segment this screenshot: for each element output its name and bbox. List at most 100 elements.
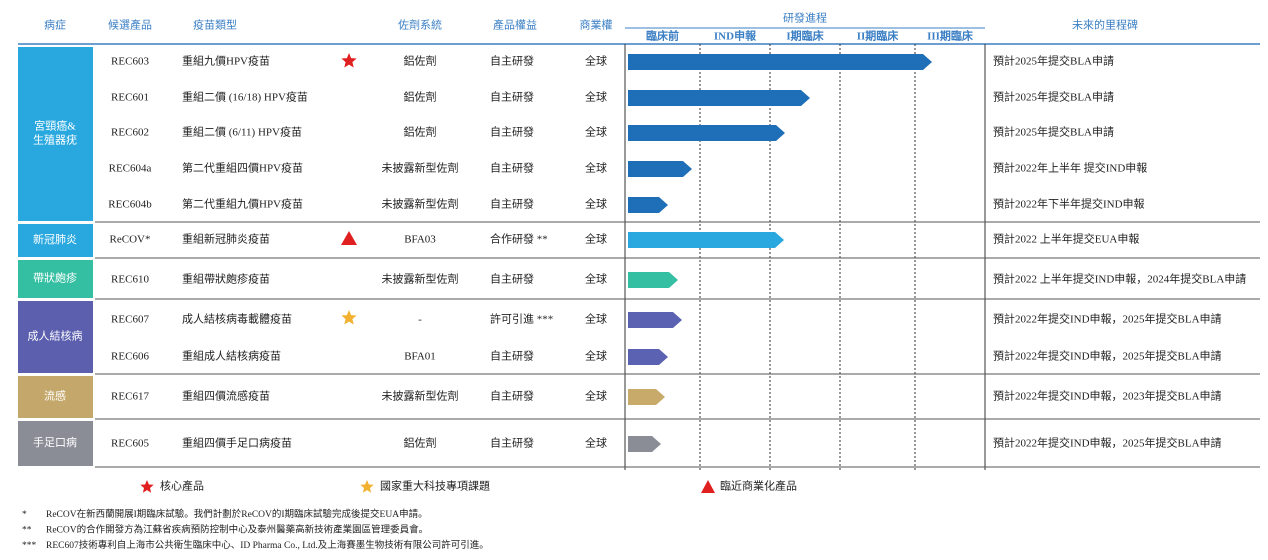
product: REC617 (111, 391, 149, 403)
column-header: 候選產品 (108, 18, 152, 32)
legend-icon (360, 480, 374, 493)
adjuvant: 鋁佐劑 (404, 90, 437, 104)
stage-header: IND申報 (714, 29, 757, 43)
product: REC602 (111, 127, 149, 139)
legend-label: 國家重大科技專項課題 (380, 479, 490, 493)
disease-cell (18, 260, 93, 298)
vaccine-type: 重組成人結核病疫苗 (182, 349, 281, 363)
column-header: 疫苗類型 (193, 18, 237, 32)
progress-bar (628, 125, 785, 141)
product: REC604a (109, 163, 152, 175)
commercial: 全球 (585, 272, 607, 286)
adjuvant: BFA03 (404, 234, 436, 246)
core-star (341, 53, 357, 68)
product: REC605 (111, 438, 149, 450)
footnote-marker: * (22, 510, 27, 520)
rights: 許可引進 *** (490, 312, 553, 326)
rights: 合作研發 ** (490, 232, 548, 246)
disease-cell (18, 301, 93, 373)
column-header: 研發進程 (783, 11, 827, 25)
disease-label: 新冠肺炎 (33, 232, 77, 246)
progress-bar (628, 197, 668, 213)
adjuvant: 鋁佐劑 (404, 436, 437, 450)
disease-cell (18, 224, 93, 257)
near-commercial-triangle (341, 231, 357, 245)
stage-header: 臨床前 (646, 29, 679, 43)
product: REC606 (111, 351, 149, 363)
milestone: 預計2022 上半年提交IND申報，2024年提交BLA申請 (993, 272, 1246, 286)
commercial: 全球 (585, 125, 607, 139)
rights: 自主研發 (490, 54, 534, 68)
adjuvant: 鋁佐劑 (404, 54, 437, 68)
commercial: 全球 (585, 54, 607, 68)
rights: 自主研發 (490, 349, 534, 363)
commercial: 全球 (585, 312, 607, 326)
column-header: 未來的里程碑 (1072, 18, 1138, 32)
national-star (341, 310, 357, 325)
adjuvant: 鋁佐劑 (404, 125, 437, 139)
legend-label: 核心產品 (160, 479, 204, 493)
commercial: 全球 (585, 436, 607, 450)
product: REC603 (111, 56, 149, 68)
legend-icon (140, 480, 154, 493)
column-header: 佐劑系統 (398, 18, 442, 32)
progress-bar (628, 90, 810, 106)
progress-bar (628, 389, 665, 405)
milestone: 預計2022年提交IND申報，2025年提交BLA申請 (993, 436, 1222, 450)
stage-header: II期臨床 (857, 29, 900, 43)
vaccine-type: 重組四價流感疫苗 (182, 389, 270, 403)
commercial: 全球 (585, 161, 607, 175)
vaccine-type: 重組二價 (16/18) HPV疫苗 (182, 90, 308, 104)
column-header: 商業權 (580, 18, 613, 32)
rights: 自主研發 (490, 272, 534, 286)
progress-bar (628, 161, 692, 177)
footnote-text: REC607技術專利自上海市公共衛生臨床中心、ID Pharma Co., Lt… (46, 539, 489, 551)
column-header: 產品權益 (493, 18, 537, 32)
progress-bar (628, 272, 678, 288)
rights: 自主研發 (490, 436, 534, 450)
vaccine-type: 重組新冠肺炎疫苗 (182, 232, 270, 246)
stage-header: III期臨床 (927, 29, 974, 43)
commercial: 全球 (585, 197, 607, 211)
progress-bar (628, 232, 784, 248)
product: ReCOV* (110, 234, 151, 246)
milestone: 預計2025年提交BLA申請 (993, 90, 1114, 104)
milestone: 預計2022年提交IND申報，2025年提交BLA申請 (993, 312, 1222, 326)
disease-label: 生殖器疣 (33, 133, 77, 147)
vaccine-type: 重組四價手足口病疫苗 (182, 436, 292, 450)
milestone: 預計2025年提交BLA申請 (993, 54, 1114, 68)
footnote-marker: *** (22, 541, 37, 551)
product: REC601 (111, 92, 149, 104)
milestone: 預計2022 上半年提交EUA申報 (993, 232, 1139, 246)
rights: 自主研發 (490, 389, 534, 403)
adjuvant: BFA01 (404, 351, 436, 363)
commercial: 全球 (585, 90, 607, 104)
footnote-text: ReCOV的合作開發方為江蘇省疾病預防控制中心及泰州醫藥高新技術產業園區管理委員… (46, 524, 428, 536)
disease-label: 帶狀皰疹 (33, 271, 77, 285)
disease-cell (18, 421, 93, 466)
commercial: 全球 (585, 349, 607, 363)
milestone: 預計2022年下半年提交IND申報 (993, 197, 1145, 211)
rights: 自主研發 (490, 197, 534, 211)
adjuvant: 未披露新型佐劑 (382, 197, 459, 211)
milestone: 預計2022年提交IND申報，2025年提交BLA申請 (993, 349, 1222, 363)
product: REC610 (111, 274, 149, 286)
disease-label: 宮頸癌& (34, 119, 76, 133)
adjuvant: 未披露新型佐劑 (382, 161, 459, 175)
legend-label: 臨近商業化產品 (720, 479, 797, 493)
vaccine-type: 重組帶狀皰疹疫苗 (182, 272, 270, 286)
legend-icon (701, 480, 715, 493)
commercial: 全球 (585, 389, 607, 403)
milestone: 預計2022年上半年 提交IND申報 (993, 161, 1147, 175)
rights: 自主研發 (490, 125, 534, 139)
disease-label: 流感 (44, 389, 66, 403)
disease-label: 成人結核病 (28, 329, 83, 343)
progress-bar (628, 436, 661, 452)
footnote-marker: ** (22, 526, 32, 536)
vaccine-type: 第二代重組四價HPV疫苗 (182, 161, 303, 175)
footnote-text: ReCOV在新西蘭開展I期臨床試驗。我們計劃於ReCOV的I期臨床試驗完成後提交… (46, 508, 428, 520)
vaccine-type: 重組九價HPV疫苗 (182, 54, 270, 68)
vaccine-type: 重組二價 (6/11) HPV疫苗 (182, 125, 302, 139)
disease-cell (18, 376, 93, 418)
